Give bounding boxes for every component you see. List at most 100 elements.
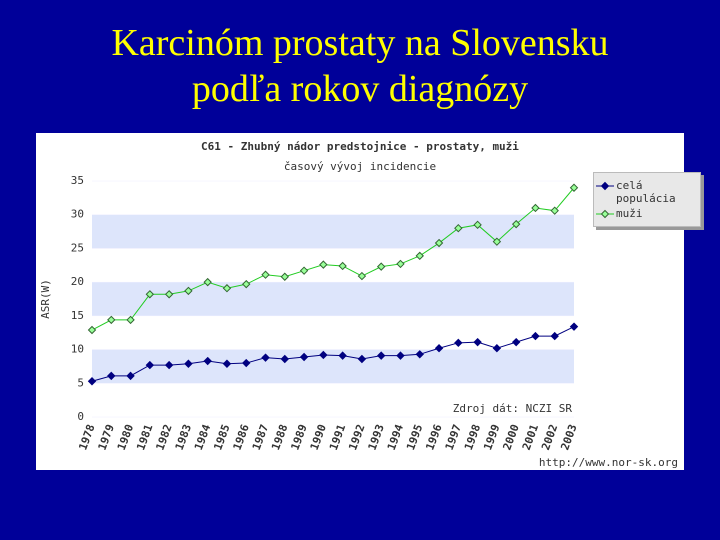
data-point (261, 270, 270, 279)
legend-entry: celá populácia (596, 179, 696, 205)
y-tick-label: 25 (71, 241, 84, 254)
data-point (145, 360, 155, 370)
legend-marker (600, 181, 610, 191)
data-point (569, 183, 579, 192)
x-tick-label: 1980 (115, 423, 136, 452)
legend-swatch (596, 209, 614, 219)
x-tick-label: 1984 (192, 422, 213, 452)
chart-title: C61 - Zhubný nádor predstojnice - prosta… (201, 140, 519, 153)
data-point (338, 261, 347, 271)
x-tick-label: 1991 (327, 422, 348, 452)
data-point (242, 358, 251, 368)
x-tick-label: 1993 (366, 423, 387, 452)
data-point (531, 203, 540, 213)
data-point (164, 360, 174, 370)
data-point (454, 338, 463, 348)
chart: C61 - Zhubný nádor predstojnice - prosta… (36, 133, 684, 470)
source: Zdroj dát: NCZI SR (453, 402, 573, 415)
data-point (126, 315, 135, 325)
data-point (164, 290, 174, 299)
data-point (107, 315, 116, 325)
grid-band (92, 282, 574, 316)
data-point (376, 262, 386, 271)
data-point (319, 260, 328, 269)
x-tick-label: 1982 (153, 423, 174, 452)
x-tick-label: 1996 (423, 422, 444, 452)
y-tick-label: 10 (71, 343, 84, 356)
x-tick-label: 1978 (76, 423, 97, 452)
x-tick-label: 1983 (173, 423, 194, 452)
data-point (107, 371, 116, 381)
x-tick-label: 1994 (385, 422, 406, 452)
data-point (550, 206, 559, 215)
data-point (357, 271, 367, 281)
chart-subtitle: časový vývoj incidencie (284, 160, 436, 173)
data-point (376, 351, 386, 360)
title-line: Karcinóm prostaty na Slovensku (111, 22, 609, 64)
chart-panel: C61 - Zhubný nádor predstojnice - prosta… (36, 133, 701, 470)
data-point (454, 223, 463, 233)
data-point (126, 371, 135, 381)
legend-label: muži (616, 207, 643, 220)
x-tick-label: 1992 (346, 423, 367, 452)
y-tick-label: 5 (77, 376, 84, 389)
x-tick-label: 1998 (462, 423, 483, 452)
data-point (203, 277, 212, 287)
legend-label: celá populácia (616, 179, 676, 205)
x-tick-label: 2003 (558, 423, 579, 452)
data-point (357, 354, 367, 364)
grid-band (92, 349, 574, 384)
data-point (569, 322, 579, 331)
x-tick-label: 1981 (134, 422, 155, 452)
data-point (492, 237, 502, 246)
y-tick-label: 30 (71, 208, 84, 221)
data-point (242, 279, 251, 289)
data-point (319, 350, 328, 360)
x-tick-label: 2000 (501, 423, 522, 452)
x-tick-label: 1990 (308, 423, 329, 452)
data-point (434, 344, 444, 353)
data-point (473, 337, 482, 347)
data-point (473, 220, 482, 230)
data-point (280, 354, 290, 364)
x-tick-label: 1986 (231, 422, 252, 452)
data-point (396, 259, 405, 269)
data-point (184, 359, 193, 368)
x-tick-label: 1979 (96, 423, 117, 452)
data-point (184, 286, 193, 296)
x-tick-label: 1995 (404, 423, 425, 452)
data-point (492, 344, 502, 353)
x-tick-label: 2001 (520, 422, 541, 452)
title-line: podľa rokov diagnózy (191, 68, 529, 110)
data-point (299, 266, 309, 275)
data-point (87, 325, 97, 335)
data-point (415, 251, 424, 261)
x-tick-label: 1988 (269, 423, 290, 452)
data-point (145, 290, 155, 299)
url: http://www.nor-sk.org (539, 456, 678, 469)
legend-marker (600, 209, 610, 219)
data-point (203, 356, 212, 366)
data-point (338, 351, 347, 360)
data-point (434, 238, 444, 248)
x-tick-label: 1989 (288, 423, 309, 452)
x-tick-label: 1985 (211, 423, 232, 452)
data-point (415, 350, 424, 359)
data-point (222, 359, 232, 368)
x-tick-label: 2002 (539, 423, 560, 452)
x-tick-label: 1997 (443, 423, 464, 452)
y-axis-label: ASR(W) (39, 279, 52, 319)
data-point (531, 331, 540, 341)
slide-title: Karcinóm prostaty na Slovensku podľa rok… (0, 20, 720, 112)
data-point (280, 272, 290, 281)
y-tick-label: 15 (71, 309, 84, 322)
data-point (87, 377, 97, 386)
data-point (511, 337, 521, 347)
legend: celá populácia muži (593, 172, 701, 227)
x-tick-label: 1987 (250, 423, 271, 452)
data-point (299, 352, 309, 362)
legend-swatch (596, 181, 614, 191)
y-tick-label: 0 (77, 410, 84, 423)
data-point (261, 353, 270, 362)
